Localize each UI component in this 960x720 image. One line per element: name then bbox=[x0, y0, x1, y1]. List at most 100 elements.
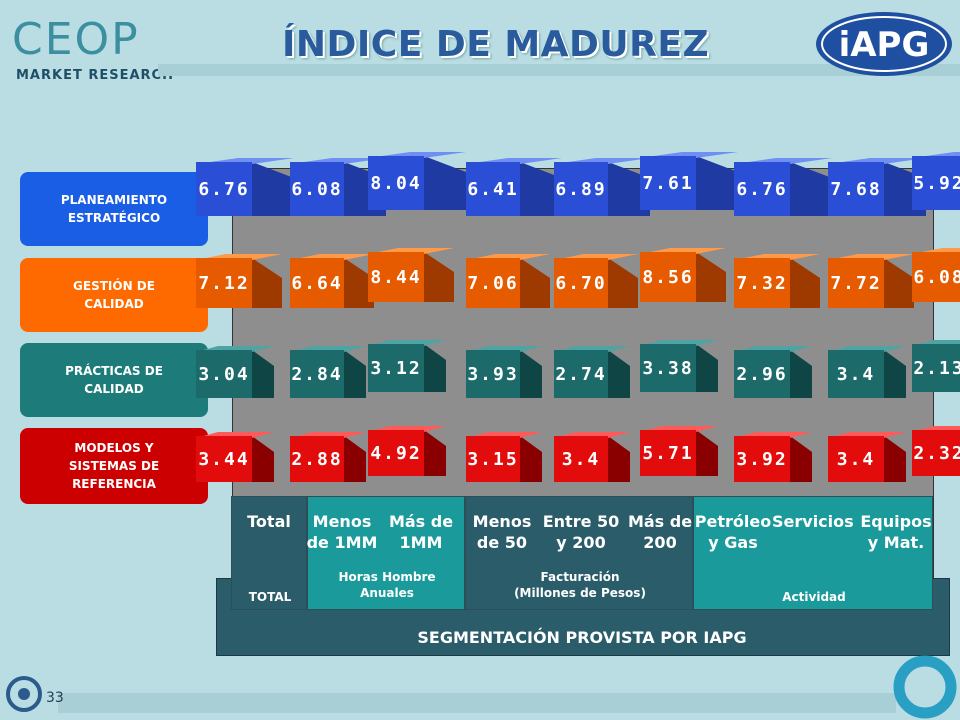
cube-side bbox=[344, 350, 366, 398]
category-label-2: Menos de 1MM bbox=[302, 511, 382, 553]
ring-decoration bbox=[893, 655, 957, 719]
cube-top bbox=[290, 432, 366, 438]
cube-side bbox=[884, 350, 906, 398]
cube-top bbox=[640, 248, 726, 254]
cube-value: 2.13 bbox=[912, 344, 960, 392]
page-title: ÍNDICE DE MADUREZ bbox=[282, 24, 710, 65]
cube-top bbox=[640, 340, 718, 346]
category-line1: Entre 50 bbox=[542, 512, 620, 531]
category-line2: de 1MM bbox=[306, 533, 378, 552]
cube-side bbox=[790, 350, 812, 398]
ceop-footer-icon bbox=[6, 676, 42, 712]
cube-top bbox=[466, 432, 542, 438]
segment-actividad: Actividad bbox=[693, 496, 933, 610]
group-label-facturacion: Facturación (Millones de Pesos) bbox=[466, 569, 694, 601]
cube-value: 7.32 bbox=[734, 258, 790, 308]
cube-top bbox=[368, 426, 446, 432]
cube-top bbox=[734, 432, 812, 438]
category-line2: y Mat. bbox=[867, 533, 925, 552]
cube-top bbox=[368, 248, 454, 254]
cube-value: 6.76 bbox=[734, 162, 790, 216]
cube-side bbox=[424, 344, 446, 392]
category-label-3: Más de 1MM bbox=[381, 511, 461, 553]
cube-top bbox=[196, 254, 282, 260]
cube-side bbox=[252, 350, 274, 398]
cube-value: 7.72 bbox=[828, 258, 884, 308]
ceop-logo-text: CEOP bbox=[12, 14, 140, 65]
cube-value: 6.08 bbox=[290, 162, 344, 216]
cube-top bbox=[828, 346, 906, 352]
ceop-logo-subtitle: MARKET RESEARCH bbox=[16, 68, 174, 83]
cube-top bbox=[466, 346, 542, 352]
page-number: 33 bbox=[46, 690, 64, 706]
header-band bbox=[158, 64, 960, 76]
cube-value: 8.56 bbox=[640, 252, 696, 302]
category-label-4: Menos de 50 bbox=[462, 511, 542, 553]
cube-value: 3.04 bbox=[196, 350, 252, 398]
category-line1: Equipos bbox=[860, 512, 932, 531]
cube-side bbox=[424, 156, 466, 210]
category-line2: y 200 bbox=[556, 533, 606, 552]
cube-value: 3.4 bbox=[828, 350, 884, 398]
cube-top bbox=[196, 432, 274, 438]
cube-value: 3.15 bbox=[466, 436, 520, 482]
category-line2: 1MM bbox=[399, 533, 443, 552]
category-line1: Más de bbox=[627, 512, 693, 531]
category-line1: Servicios bbox=[772, 512, 854, 531]
cube-top bbox=[196, 158, 294, 164]
iapg-logo-text: iAPG bbox=[839, 25, 930, 65]
category-label-7: Petróleo y Gas bbox=[693, 511, 773, 553]
category-line1: Total bbox=[247, 512, 291, 531]
cube-top bbox=[828, 158, 926, 164]
category-line1: Petróleo bbox=[694, 512, 772, 531]
category-label-8: Servicios bbox=[772, 511, 854, 532]
cube-value: 8.04 bbox=[368, 156, 424, 210]
cube-top bbox=[554, 346, 630, 352]
category-label-6: Más de 200 bbox=[620, 511, 700, 553]
row-label-modelos: MODELOS Y SISTEMAS DE REFERENCIA bbox=[20, 428, 208, 504]
cube-value: 3.44 bbox=[196, 436, 252, 482]
cube-value: 6.64 bbox=[290, 258, 344, 308]
footer-band bbox=[58, 693, 896, 713]
cube-value: 6.70 bbox=[554, 258, 608, 308]
row-label-planeamiento: PLANEAMIENTO ESTRATÉGICO bbox=[20, 172, 208, 246]
segmentation-label: SEGMENTACIÓN PROVISTA POR IAPG bbox=[417, 628, 747, 647]
cube-top bbox=[912, 248, 960, 254]
cube-value: 7.06 bbox=[466, 258, 520, 308]
category-line1: Más de bbox=[388, 512, 454, 531]
cube-value: 3.4 bbox=[554, 436, 608, 482]
cube-value: 6.89 bbox=[554, 162, 608, 216]
group-label-horas: Horas Hombre Anuales bbox=[308, 569, 466, 601]
cube-side bbox=[520, 350, 542, 398]
cube-top bbox=[640, 152, 738, 158]
cube-top bbox=[368, 340, 446, 346]
cube-top bbox=[466, 254, 550, 260]
category-label-9: Equipos y Mat. bbox=[856, 511, 936, 553]
category-line2: de 50 bbox=[476, 533, 528, 552]
cube-side bbox=[608, 350, 630, 398]
cube-value: 4.92 bbox=[368, 430, 424, 476]
category-line1: Menos bbox=[472, 512, 532, 531]
group-label-actividad: Actividad bbox=[782, 590, 846, 604]
cube-top bbox=[554, 254, 638, 260]
cube-value: 6.41 bbox=[466, 162, 520, 216]
cube-value: 2.74 bbox=[554, 350, 608, 398]
segment-total: TOTAL bbox=[231, 496, 307, 610]
category-line2: y Gas bbox=[708, 533, 758, 552]
cube-top bbox=[290, 254, 374, 260]
cube-top bbox=[554, 158, 650, 164]
cube-value: 7.61 bbox=[640, 156, 696, 210]
cube-side bbox=[696, 156, 738, 210]
cube-side bbox=[696, 344, 718, 392]
cube-top bbox=[734, 346, 812, 352]
cube-top bbox=[466, 158, 562, 164]
cube-top bbox=[554, 432, 630, 438]
row-label-gestion: GESTIÓN DE CALIDAD bbox=[20, 258, 208, 332]
cube-value: 2.96 bbox=[734, 350, 790, 398]
cube-value: 7.68 bbox=[828, 162, 884, 216]
group-label-horas-line2: Anuales bbox=[360, 586, 414, 600]
cube-top bbox=[290, 158, 386, 164]
cube-value: 3.92 bbox=[734, 436, 790, 482]
cube-value: 5.92 bbox=[912, 156, 960, 210]
cube-top bbox=[912, 340, 960, 346]
